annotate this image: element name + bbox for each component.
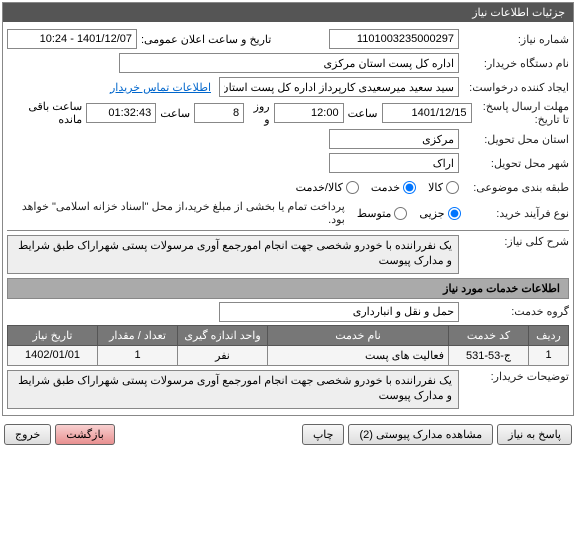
radio-kala-label[interactable]: کالا: [428, 181, 459, 194]
need-details-panel: جزئیات اطلاعات نیاز شماره نیاز: تاریخ و …: [2, 2, 574, 416]
row-buyer-notes: توضیحات خریدار: یک نفرراننده با خودرو شخ…: [7, 370, 569, 409]
saat-label-1: ساعت: [348, 107, 378, 120]
exit-button[interactable]: خروج: [4, 424, 51, 445]
buyer-notes-label: توضیحات خریدار:: [459, 370, 569, 383]
deadline-time-input[interactable]: [274, 103, 344, 123]
th-name: نام خدمت: [268, 325, 449, 345]
province-input[interactable]: [329, 129, 459, 149]
panel-body: شماره نیاز: تاریخ و ساعت اعلان عمومی: نا…: [3, 22, 573, 415]
row-desc: شرح کلی نیاز: یک نفرراننده با خودرو شخصی…: [7, 235, 569, 274]
buyer-input[interactable]: [119, 53, 459, 73]
radio-khedmat-label[interactable]: خدمت: [371, 181, 416, 194]
saat-label-2: ساعت: [160, 107, 190, 120]
th-code: کد خدمت: [449, 325, 529, 345]
need-no-input[interactable]: [329, 29, 459, 49]
td-code: ج-53-531: [449, 345, 529, 365]
table-header-row: ردیف کد خدمت نام خدمت واحد اندازه گیری ت…: [8, 325, 569, 345]
announce-label: تاریخ و ساعت اعلان عمومی:: [141, 33, 271, 46]
row-creator: ایجاد کننده درخواست: اطلاعات تماس خریدار: [7, 76, 569, 98]
subject-radio-group: کالا خدمت کالا/خدمت: [296, 181, 459, 194]
process-note: پرداخت تمام یا بخشی از مبلغ خرید،از محل …: [7, 200, 345, 226]
radio-kalakhedmat-label[interactable]: کالا/خدمت: [296, 181, 359, 194]
need-no-label: شماره نیاز:: [459, 33, 569, 46]
creator-input[interactable]: [219, 77, 459, 97]
service-group-input[interactable]: [219, 302, 459, 322]
services-header: اطلاعات خدمات مورد نیاز: [7, 278, 569, 299]
back-button[interactable]: بازگشت: [55, 424, 115, 445]
city-input[interactable]: [329, 153, 459, 173]
subject-class-label: طبقه بندی موضوعی:: [459, 181, 569, 194]
radio-kala[interactable]: [446, 181, 459, 194]
row-subject-class: طبقه بندی موضوعی: کالا خدمت کالا/خدمت: [7, 176, 569, 198]
button-row: پاسخ به نیاز مشاهده مدارک پیوستی (2) چاپ…: [0, 418, 576, 451]
contact-link[interactable]: اطلاعات تماس خریدار: [110, 81, 211, 94]
radio-kalakhedmat[interactable]: [346, 181, 359, 194]
td-row: 1: [529, 345, 569, 365]
buyer-notes-box: یک نفرراننده با خودرو شخصی جهت انجام امو…: [7, 370, 459, 409]
respond-button[interactable]: پاسخ به نیاز: [497, 424, 572, 445]
city-label: شهر محل تحویل:: [459, 157, 569, 170]
desc-box: یک نفرراننده با خودرو شخصی جهت انجام امو…: [7, 235, 459, 274]
th-unit: واحد اندازه گیری: [178, 325, 268, 345]
service-group-label: گروه خدمت:: [459, 305, 569, 318]
td-date: 1402/01/01: [8, 345, 98, 365]
process-label: نوع فرآیند خرید:: [461, 207, 569, 220]
row-province: استان محل تحویل:: [7, 128, 569, 150]
row-need-no: شماره نیاز: تاریخ و ساعت اعلان عمومی:: [7, 28, 569, 50]
days-remain-input[interactable]: [194, 103, 244, 123]
td-qty: 1: [98, 345, 178, 365]
radio-motevaset-label[interactable]: متوسط: [357, 207, 408, 220]
row-process: نوع فرآیند خرید: جزیی متوسط پرداخت تمام …: [7, 200, 569, 226]
buyer-label: نام دستگاه خریدار:: [459, 57, 569, 70]
row-city: شهر محل تحویل:: [7, 152, 569, 174]
remain-time-input[interactable]: [86, 103, 156, 123]
row-service-group: گروه خدمت:: [7, 301, 569, 323]
th-row: ردیف: [529, 325, 569, 345]
process-radio-group: جزیی متوسط: [357, 207, 461, 220]
td-unit: نفر: [178, 345, 268, 365]
row-buyer: نام دستگاه خریدار:: [7, 52, 569, 74]
announce-input[interactable]: [7, 29, 137, 49]
radio-khedmat[interactable]: [403, 181, 416, 194]
radio-jozi-label[interactable]: جزیی: [419, 207, 460, 220]
th-date: تاریخ نیاز: [8, 325, 98, 345]
th-qty: تعداد / مقدار: [98, 325, 178, 345]
attachments-button[interactable]: مشاهده مدارک پیوستی (2): [348, 424, 493, 445]
creator-label: ایجاد کننده درخواست:: [459, 81, 569, 94]
panel-title: جزئیات اطلاعات نیاز: [3, 3, 573, 22]
desc-label: شرح کلی نیاز:: [459, 235, 569, 248]
row-deadline: مهلت ارسال پاسخ: تا تاریخ: ساعت روز و سا…: [7, 100, 569, 126]
rooz-label: روز و: [248, 100, 269, 126]
radio-motevaset[interactable]: [394, 207, 407, 220]
table-row[interactable]: 1 ج-53-531 فعالیت های پست نفر 1 1402/01/…: [8, 345, 569, 365]
print-button[interactable]: چاپ: [302, 424, 345, 445]
remain-label: ساعت باقی مانده: [11, 100, 82, 126]
province-label: استان محل تحویل:: [459, 133, 569, 146]
deadline-label: مهلت ارسال پاسخ: تا تاریخ:: [472, 100, 569, 126]
td-name: فعالیت های پست: [268, 345, 449, 365]
services-table: ردیف کد خدمت نام خدمت واحد اندازه گیری ت…: [7, 325, 569, 366]
radio-jozi[interactable]: [448, 207, 461, 220]
deadline-date-input[interactable]: [382, 103, 472, 123]
